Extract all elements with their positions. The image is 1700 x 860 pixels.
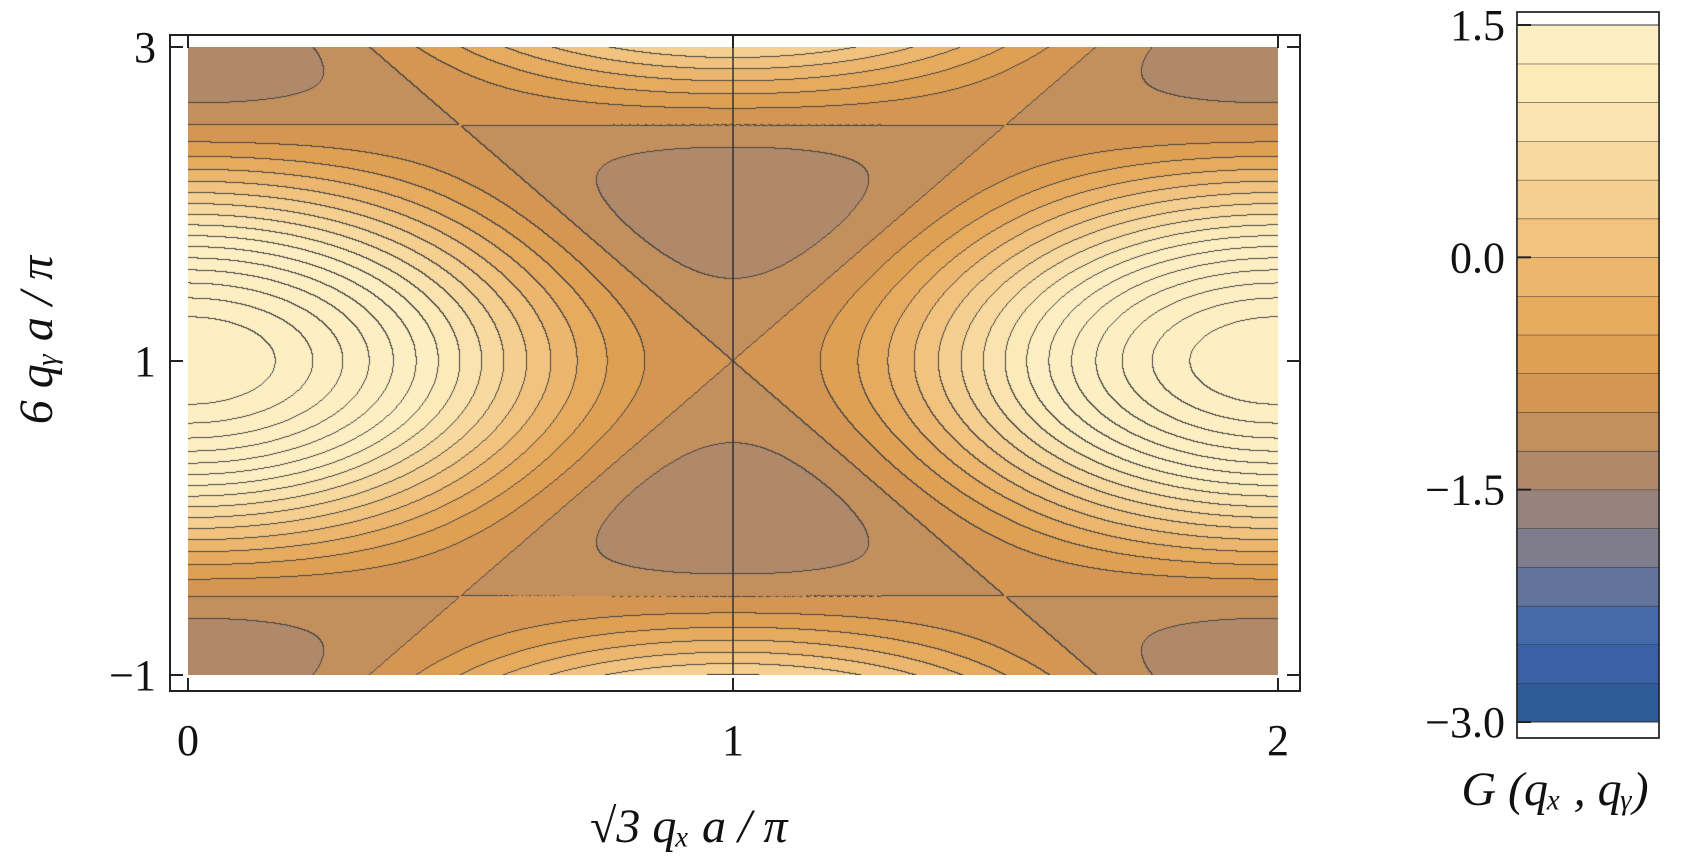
colorbar-band: [1517, 644, 1659, 684]
plot-area: [188, 47, 1278, 675]
colorbar-band: [1517, 25, 1659, 64]
x-axis-label: √3 qₓ a / π: [590, 800, 789, 853]
colorbar-band: [1517, 63, 1659, 103]
x-tick-label: 0: [177, 716, 199, 765]
y-tick-label: 3: [134, 23, 156, 72]
colorbar-band: [1517, 489, 1659, 529]
colorbar-band: [1517, 567, 1659, 606]
y-tick-label: 1: [134, 337, 156, 386]
colorbar-ticks: 1.5 0.0 −1.5 −3.0: [1425, 1, 1531, 747]
plot-frame: [169, 34, 1301, 692]
colorbar-border: [1516, 11, 1660, 739]
y-axis: −1 1 3: [109, 23, 1300, 700]
colorbar-band: [1517, 218, 1659, 258]
y-tick-label: −1: [109, 651, 156, 700]
colorbar-band: [1517, 141, 1659, 180]
colorbar-band: [1517, 528, 1659, 568]
x-axis: 0 1 2: [177, 35, 1289, 765]
colorbar-band: [1517, 257, 1659, 297]
x-tick-label: 2: [1267, 716, 1289, 765]
colorbar-band: [1517, 296, 1659, 335]
colorbar-tick-label: −1.5: [1425, 466, 1505, 515]
colorbar-label: G (qₓ , qᵧ): [1461, 763, 1648, 816]
colorbar-band: [1517, 102, 1659, 142]
y-axis-label: 6 qᵧ a / π: [10, 254, 63, 424]
colorbar-band: [1517, 450, 1659, 490]
colorbar-band: [1517, 605, 1659, 645]
colorbar: [1516, 11, 1660, 739]
colorbar-band: [1517, 179, 1659, 219]
colorbar-band: [1517, 334, 1659, 374]
x-tick-label: 1: [722, 716, 744, 765]
colorbar-band: [1517, 683, 1659, 722]
colorbar-band: [1517, 412, 1659, 451]
colorbar-tick-label: −3.0: [1425, 698, 1505, 747]
colorbar-band: [1517, 373, 1659, 413]
plot-border: [169, 34, 1301, 692]
colorbar-tick-label: 0.0: [1450, 233, 1505, 282]
colorbar-tick-label: 1.5: [1450, 1, 1505, 50]
